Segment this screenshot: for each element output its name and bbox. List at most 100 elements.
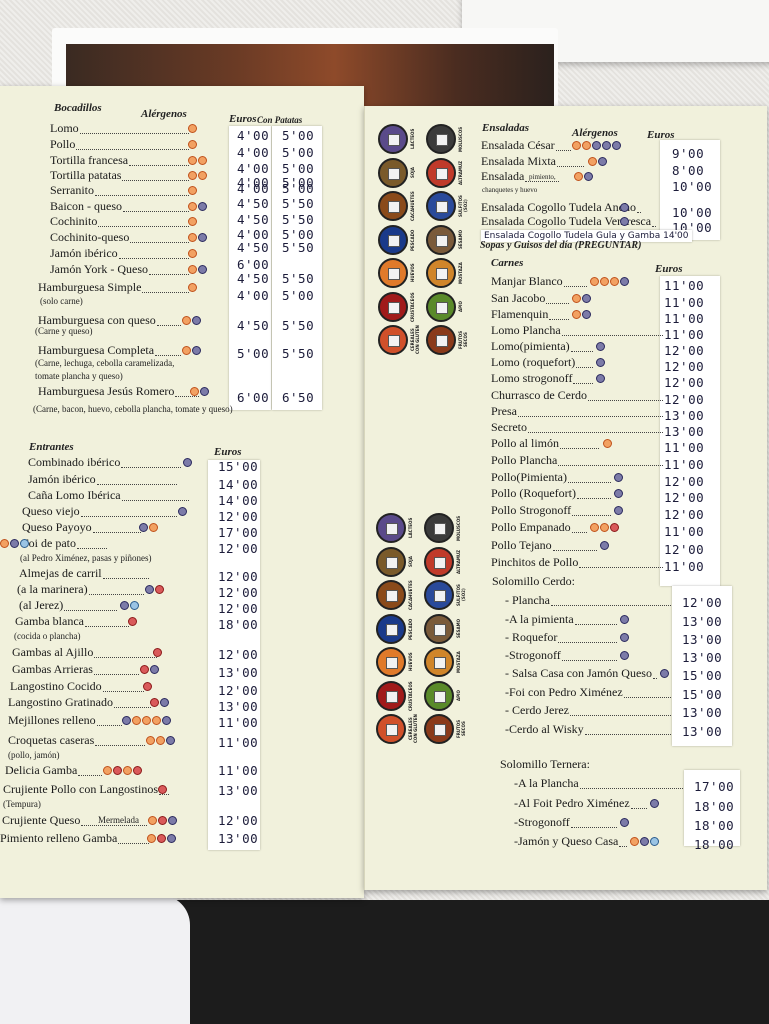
menu-item-label: Almejas de carril	[19, 566, 102, 580]
menu-item-name: Ensalada Cogollo Tudela Ancho	[481, 200, 641, 215]
menu-item-label: (al Jerez)	[19, 598, 64, 612]
dot-leader	[121, 491, 189, 501]
allergen-icon	[620, 615, 629, 624]
menu-item-name: Croquetas caseras	[8, 733, 146, 748]
allergen-legend-label: MOLUSCOS	[458, 126, 463, 152]
allergen-legend-label: SULFITOS (SO2)	[458, 195, 468, 217]
menu-item-label: Combinado ibérico	[28, 455, 121, 469]
allergen-legend-icon	[378, 157, 408, 188]
menu-item-name: Jamón ibérico	[50, 246, 189, 261]
menu-item-name: Pollo Strogonoff	[491, 503, 612, 518]
dot-leader	[550, 596, 671, 606]
dot-leader	[579, 779, 683, 789]
allergen-icons	[574, 172, 593, 181]
sopas-header: Sopas y Guisos del día (PREGUNTAR)	[480, 240, 642, 251]
allergen-legend-label: PESCADO	[408, 617, 413, 640]
menu-item-label: Pollo	[50, 137, 76, 151]
section-title-solomillo-ternera: Solomillo Ternera:	[500, 757, 590, 771]
price-carne: 11'00	[664, 524, 705, 539]
price-con-patatas: 6'50	[282, 390, 315, 405]
allergen-icons	[188, 124, 197, 133]
price-entrante: 13'00	[218, 699, 259, 714]
dot-leader	[122, 202, 189, 212]
allergen-legend-label: APIO	[458, 301, 463, 312]
menu-item-label: Pollo Strogonoff	[491, 503, 572, 517]
dot-leader	[95, 186, 189, 196]
price-solomillo-cerdo: 15'00	[682, 668, 723, 683]
allergen-icon	[156, 736, 165, 745]
menu-item-label: Jamón York - Queso	[50, 262, 149, 276]
dot-leader	[149, 265, 190, 275]
price-con-patatas: 5'00	[282, 181, 315, 196]
menu-item-label: San Jacobo	[491, 291, 546, 305]
allergen-icons	[145, 585, 164, 594]
allergen-legend-icon	[424, 647, 454, 677]
allergen-legend-label: SÉSAMO	[458, 230, 463, 249]
allergen-legend-icon	[376, 647, 406, 677]
menu-item-label: Hamburguesa con queso	[38, 313, 156, 327]
allergen-icons	[188, 265, 207, 274]
allergen-legend-label: LÁCTEOS	[408, 517, 413, 539]
menu-item-name: Tortilla patatas	[50, 168, 190, 183]
menu-item-name: Serranito	[50, 183, 189, 198]
allergen-icon	[610, 277, 619, 286]
dot-leader	[102, 569, 149, 579]
allergen-icons	[190, 387, 209, 396]
menu-item-label: - Cerdo Jerez	[505, 703, 569, 717]
euros-header-ensaladas: Euros	[647, 129, 675, 141]
allergen-icons	[614, 473, 623, 482]
menu-item-label: Mejillones relleno	[8, 713, 96, 727]
allergen-icons	[158, 785, 167, 794]
price-ensalada: 9'00	[672, 146, 705, 161]
allergen-legend-icon	[426, 191, 456, 221]
price-solomillo-cerdo: 12'00	[682, 595, 723, 610]
allergen-icon	[198, 171, 207, 180]
menu-item-label: Pinchitos de Pollo	[491, 555, 579, 569]
allergen-icon	[146, 736, 155, 745]
price-con-patatas: 5'50	[282, 240, 315, 255]
dot-leader	[79, 124, 189, 134]
price-entrante: 17'00	[218, 525, 259, 540]
price-entrante: 15'00	[218, 459, 259, 474]
menu-item-name: - Cerdo Jerez	[505, 703, 671, 718]
section-title-ensaladas: Ensaladas	[482, 122, 530, 134]
item-note: (Carne, bacon, huevo, cebolla plancha, t…	[33, 404, 233, 414]
dot-leader	[569, 706, 671, 716]
price-bocadillo: 4'00	[237, 128, 270, 143]
menu-item-name: (a la marinera)	[17, 582, 144, 597]
menu-item-label: (a la marinera)	[17, 582, 88, 596]
allergen-icon	[148, 816, 157, 825]
menu-item-name: Gamba blanca	[15, 614, 129, 629]
section-title-carnes: Carnes	[491, 257, 524, 269]
price-carne: 12'00	[664, 359, 705, 374]
dot-leader	[571, 523, 587, 533]
allergen-icons	[140, 665, 159, 674]
menu-item-name: - Salsa Casa con Jamón Queso	[505, 666, 657, 681]
allergen-legend-icon	[376, 546, 406, 577]
euros-header-carnes: Euros	[655, 263, 683, 275]
price-entrante: 13'00	[218, 665, 259, 680]
allergen-legend-icon	[376, 580, 406, 610]
allergen-icons	[188, 156, 207, 165]
allergen-icons	[103, 766, 142, 775]
menu-item-name: Langostino Cocido	[10, 679, 144, 694]
allergen-icon	[182, 346, 191, 355]
menu-item-name: Cochinito-queso	[50, 230, 190, 245]
section-title-entrantes: Entrantes	[29, 441, 74, 453]
allergen-icon	[582, 141, 591, 150]
allergen-legend-label: CACAHUETES	[408, 580, 413, 610]
allergen-icon	[188, 202, 197, 211]
dot-leader	[93, 665, 139, 675]
allergen-icon	[188, 124, 197, 133]
dot-leader	[630, 799, 647, 809]
euros-header: Euros	[229, 113, 257, 125]
menu-item-name: Manjar Blanco	[491, 274, 587, 289]
menu-item-name: -Cerdo al Wisky	[505, 722, 671, 737]
allergen-legend-label: HUEVOS	[408, 652, 413, 672]
menu-item-label: Flamenquin	[491, 307, 549, 321]
dot-leader	[155, 346, 182, 356]
allergen-legend-icon	[378, 291, 408, 322]
menu-item-name: -Strogonoff	[514, 815, 617, 830]
allergen-legend-label: FRUTOS SECOS	[458, 330, 468, 350]
section-title-bocadillos: Bocadillos	[54, 102, 102, 114]
